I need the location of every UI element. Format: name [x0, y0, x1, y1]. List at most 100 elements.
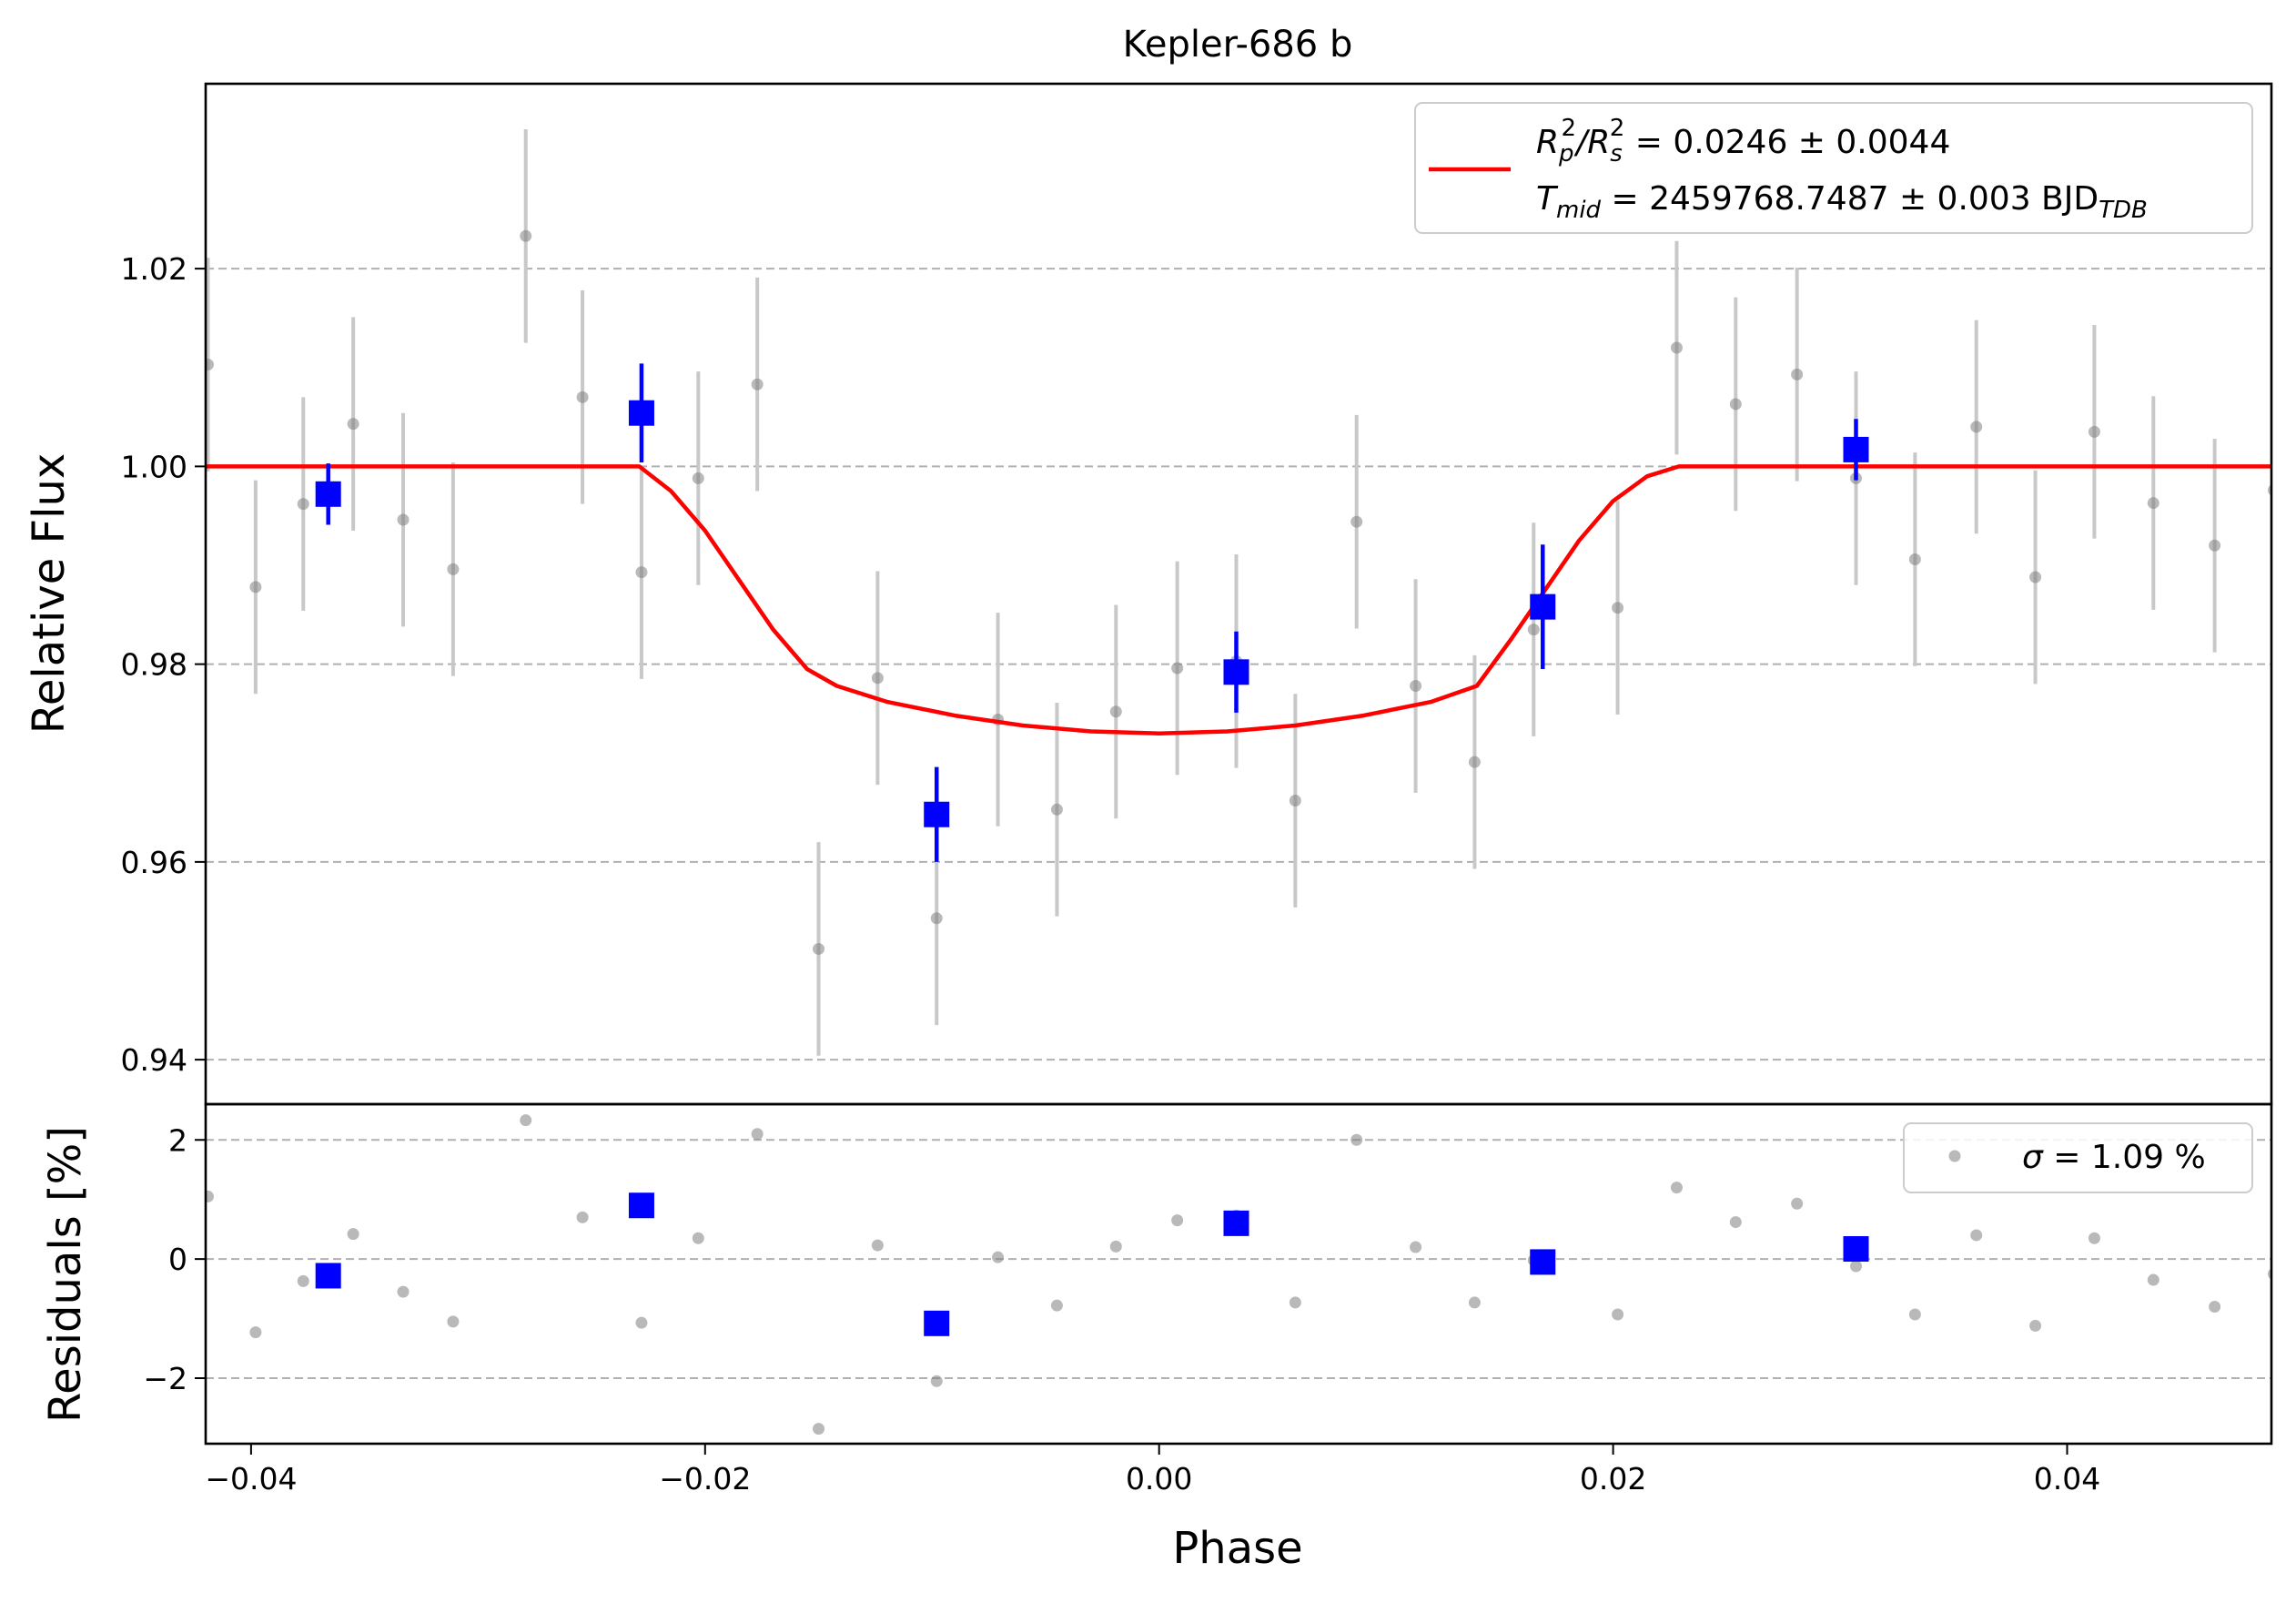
residual-binned-point — [628, 1192, 654, 1219]
flux-raw-point — [347, 418, 359, 431]
residuals-y-ticks: −2 0 2 — [143, 1122, 206, 1396]
residual-raw-point — [1171, 1214, 1184, 1227]
flux-raw-point — [1729, 398, 1742, 411]
residual-raw-point — [1729, 1216, 1742, 1229]
residual-raw-point — [249, 1326, 262, 1339]
residuals-panel: −2 0 2 −0.04 −0.02 0.00 0.02 0.04 Residuals [%… — [40, 1102, 2273, 1574]
flux-raw-point — [297, 498, 309, 511]
flux-raw-point — [871, 672, 884, 685]
flux-raw-point — [2088, 425, 2100, 438]
flux-raw-point — [1970, 421, 1983, 433]
flux-binned-point — [315, 481, 341, 507]
flux-raw-point — [1527, 624, 1540, 636]
flux-raw-point — [930, 912, 943, 925]
residual-raw-point — [751, 1128, 764, 1141]
flux-raw-point — [1109, 705, 1122, 718]
flux-y-tick-label: 1.02 — [121, 251, 187, 287]
chart-title: Kepler-686 b — [1123, 24, 1353, 66]
transit-model — [206, 464, 2271, 736]
residual-raw-point — [206, 1190, 214, 1202]
flux-plot-frame — [204, 82, 2273, 1106]
phase-x-ticks: −0.04 −0.02 0.00 0.02 0.04 — [205, 1444, 2100, 1496]
flux-y-tick-label: 0.96 — [121, 845, 187, 880]
flux-raw-point — [2267, 484, 2271, 496]
residuals-legend-box — [1903, 1122, 2253, 1193]
residuals-raw-points — [206, 1114, 2271, 1436]
residual-raw-point — [297, 1274, 309, 1287]
residuals-plot-frame — [204, 1102, 2273, 1446]
flux-y-tick-label: 0.98 — [121, 647, 187, 683]
residual-raw-point — [1050, 1299, 1063, 1312]
residual-raw-point — [447, 1315, 460, 1328]
flux-binned-points — [315, 363, 1869, 862]
x-tick-label: 0.00 — [1126, 1461, 1192, 1496]
flux-legend: Rp2/Rs2 = 0.0246 ± 0.0044 Tmid = 2459768… — [1414, 102, 2253, 234]
x-axis-label: Phase — [1172, 1523, 1302, 1574]
flux-y-tick-label: 0.94 — [121, 1042, 187, 1078]
flux-raw-point — [635, 566, 648, 579]
flux-raw-point — [1171, 662, 1184, 675]
flux-raw-point — [2147, 497, 2159, 510]
x-tick-label: 0.02 — [1580, 1461, 1646, 1496]
flux-raw-point — [1468, 756, 1481, 768]
residual-raw-point — [992, 1251, 1005, 1263]
residual-raw-point — [930, 1375, 943, 1387]
legend-radius-ratio: Rp2/Rs2 = 0.0246 ± 0.0044 — [1536, 115, 1950, 167]
legend-mid-transit-time: Tmid = 2459768.7487 ± 0.003 BJDTDB — [1536, 180, 2148, 224]
residual-raw-point — [635, 1316, 648, 1329]
residual-binned-point — [1223, 1210, 1249, 1236]
flux-raw-point — [447, 563, 460, 575]
flux-raw-point — [1289, 795, 1301, 807]
residual-raw-point — [1970, 1229, 1983, 1242]
residual-raw-point — [2029, 1319, 2042, 1332]
flux-raw-point — [1670, 341, 1683, 354]
flux-raw-point — [576, 391, 589, 403]
residual-raw-point — [520, 1114, 532, 1127]
flux-raw-point — [751, 378, 764, 391]
residual-raw-point — [1109, 1240, 1122, 1253]
residual-raw-point — [1410, 1241, 1422, 1253]
residual-raw-point — [1791, 1197, 1804, 1210]
residuals-y-tick-label: 0 — [168, 1242, 187, 1277]
residual-raw-point — [1289, 1296, 1301, 1309]
flux-raw-point — [692, 472, 704, 484]
residual-raw-point — [347, 1228, 359, 1241]
residuals-y-tick-label: −2 — [143, 1361, 187, 1396]
flux-y-tick-label: 1.00 — [121, 449, 187, 484]
flux-raw-point — [813, 942, 825, 955]
residual-raw-point — [576, 1211, 589, 1223]
legend-sigma: σ = 1.09 % — [2022, 1139, 2206, 1176]
flux-y-ticks: 0.94 0.96 0.98 1.00 1.02 — [121, 251, 206, 1078]
flux-raw-point — [2209, 539, 2221, 552]
residual-raw-point — [871, 1239, 884, 1252]
residual-raw-point — [2209, 1300, 2221, 1313]
flux-raw-point — [2029, 571, 2042, 583]
residual-raw-point — [1670, 1182, 1683, 1194]
flux-raw-point — [1350, 515, 1363, 528]
flux-raw-point — [1612, 602, 1624, 614]
residual-raw-point — [813, 1423, 825, 1436]
residual-raw-point — [1850, 1260, 1863, 1273]
residual-binned-point — [1843, 1236, 1869, 1263]
flux-raw-point — [249, 581, 262, 594]
residual-raw-point — [2267, 1268, 2271, 1280]
flux-binned-point — [924, 801, 950, 827]
flux-raw-point — [206, 358, 214, 370]
residuals-binned-points — [315, 1192, 1869, 1336]
residual-raw-point — [1468, 1296, 1481, 1309]
legend-residual-marker — [1948, 1150, 1961, 1162]
residual-binned-point — [1530, 1249, 1556, 1275]
flux-binned-point — [628, 400, 654, 426]
residual-binned-point — [924, 1310, 950, 1336]
x-tick-label: 0.04 — [2034, 1461, 2100, 1496]
flux-raw-point — [397, 513, 410, 526]
flux-binned-point — [1530, 594, 1556, 620]
flux-raw-point — [1908, 553, 1921, 565]
flux-legend-box — [1414, 102, 2253, 234]
flux-binned-point — [1223, 659, 1249, 685]
residual-raw-point — [2088, 1232, 2100, 1244]
residuals-y-axis-label: Residuals [%] — [40, 1126, 91, 1423]
residual-raw-point — [1612, 1308, 1624, 1321]
x-tick-label: −0.02 — [659, 1461, 751, 1496]
